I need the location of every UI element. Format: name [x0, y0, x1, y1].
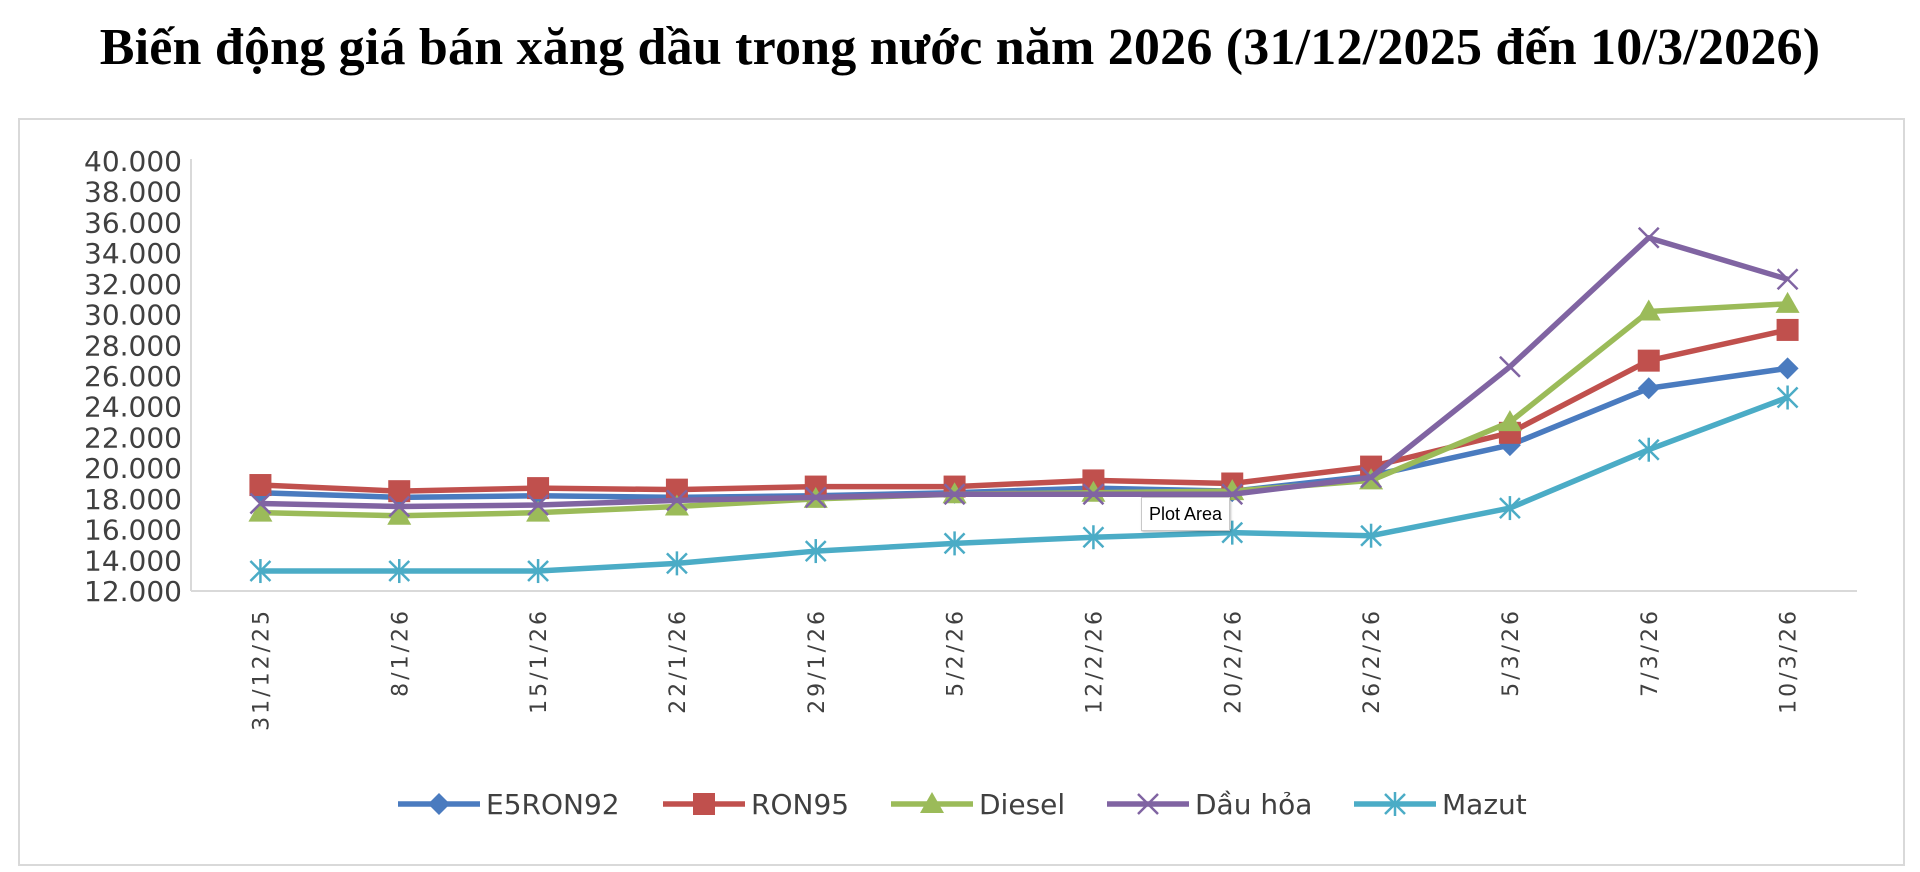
- data-point: [1776, 357, 1799, 380]
- data-point: [388, 559, 411, 584]
- legend-label: RON95: [751, 788, 849, 821]
- x-axis-ticks: 31/12/25 8/1/26 15/1/26 22/1/26 29/1/26 5/2/2…: [249, 608, 1801, 731]
- data-point: [1082, 525, 1105, 550]
- data-point: [1360, 466, 1382, 489]
- y-tick-label: 30.000: [84, 299, 182, 332]
- data-point: [249, 492, 272, 515]
- legend-label: Diesel: [979, 788, 1065, 821]
- data-point: [1637, 226, 1660, 249]
- y-axis-ticks: 12.00014.00016.00018.00020.00022.00024.0…: [84, 145, 182, 608]
- data-point: [666, 551, 688, 576]
- data-point: [943, 483, 966, 506]
- y-tick-label: 40.000: [84, 145, 182, 178]
- x-tick-label: 5/3/26: [1499, 608, 1524, 697]
- series-line: [260, 327, 1789, 494]
- data-point: [1636, 299, 1661, 321]
- data-point: [1776, 268, 1799, 291]
- x-tick-label: 20/2/26: [1221, 608, 1246, 714]
- data-point: [526, 500, 551, 522]
- data-point: [664, 494, 689, 516]
- x-tick-label: 31/12/25: [249, 608, 274, 731]
- y-tick-label: 14.000: [84, 544, 182, 577]
- legend-marker: [1137, 793, 1159, 815]
- legend-item[interactable]: E5RON92: [398, 788, 620, 821]
- y-tick-label: 38.000: [84, 176, 182, 209]
- x-tick-label: 15/1/26: [527, 608, 552, 714]
- y-tick-label: 26.000: [84, 360, 182, 393]
- data-point: [1497, 410, 1522, 432]
- series-3: [249, 226, 1799, 518]
- y-tick-label: 24.000: [84, 391, 182, 424]
- x-tick-label: 10/3/26: [1777, 608, 1802, 714]
- data-point: [387, 503, 412, 525]
- x-tick-label: 8/1/26: [388, 608, 413, 697]
- y-tick-label: 36.000: [84, 206, 182, 239]
- data-point: [1776, 318, 1799, 341]
- data-point: [1499, 496, 1521, 521]
- data-point: [249, 474, 272, 497]
- y-tick-label: 16.000: [84, 514, 182, 547]
- y-tick-label: 12.000: [84, 575, 182, 608]
- data-point: [1082, 469, 1105, 492]
- data-point: [1360, 523, 1382, 548]
- y-tick-label: 28.000: [84, 329, 182, 362]
- y-tick-label: 22.000: [84, 421, 182, 454]
- y-tick-label: 34.000: [84, 237, 182, 270]
- series-line: [260, 365, 1788, 501]
- legend-marker: [920, 792, 944, 813]
- series-line: [260, 394, 1789, 574]
- legend[interactable]: E5RON92 RON95 Diesel Dầu hỏa Mazut: [398, 788, 1527, 821]
- data-point: [1775, 291, 1800, 313]
- x-tick-label: 26/2/26: [1360, 608, 1385, 714]
- data-point: [249, 559, 272, 584]
- data-point: [248, 500, 273, 522]
- data-point: [527, 477, 550, 500]
- data-point: [527, 494, 549, 516]
- x-tick-label: 12/2/26: [1082, 608, 1107, 714]
- x-tick-label: 29/1/26: [805, 608, 830, 714]
- series-line: [260, 235, 1789, 510]
- x-tick-label: 5/2/26: [944, 608, 969, 697]
- y-tick-label: 20.000: [84, 452, 182, 485]
- x-tick-label: 7/3/26: [1638, 608, 1663, 697]
- plot-area-tooltip: Plot Area: [1141, 497, 1231, 531]
- data-point: [1637, 377, 1660, 400]
- legend-marker: [693, 793, 715, 815]
- data-point: [388, 495, 411, 518]
- data-point: [1082, 483, 1105, 506]
- chart-title: Biến động giá bán xăng dầu trong nước nă…: [99, 19, 1821, 76]
- legend-marker: [428, 793, 450, 815]
- legend-label: Dầu hỏa: [1195, 788, 1312, 821]
- data-point: [804, 539, 827, 564]
- data-point: [1637, 437, 1660, 462]
- legend-item[interactable]: RON95: [663, 788, 849, 821]
- data-point: [1637, 349, 1660, 372]
- x-tick-label: 22/1/26: [666, 608, 691, 714]
- legend-item[interactable]: Dầu hỏa: [1107, 788, 1312, 821]
- axes: [190, 159, 1857, 592]
- legend-label: E5RON92: [486, 788, 620, 821]
- legend-marker: [1384, 792, 1406, 816]
- data-point: [943, 531, 966, 556]
- y-tick-label: 32.000: [84, 268, 182, 301]
- data-point: [804, 486, 827, 509]
- data-point: [1776, 385, 1799, 410]
- legend-item[interactable]: Diesel: [891, 788, 1065, 821]
- series-4: [249, 385, 1799, 584]
- y-tick-label: 18.000: [84, 483, 182, 516]
- series-group[interactable]: [248, 226, 1800, 584]
- data-point: [388, 480, 411, 503]
- legend-label: Mazut: [1442, 788, 1527, 821]
- series-1: [249, 318, 1799, 503]
- data-point: [666, 489, 688, 512]
- data-point: [1499, 355, 1521, 378]
- data-point: [527, 559, 549, 584]
- legend-item[interactable]: Mazut: [1354, 788, 1527, 821]
